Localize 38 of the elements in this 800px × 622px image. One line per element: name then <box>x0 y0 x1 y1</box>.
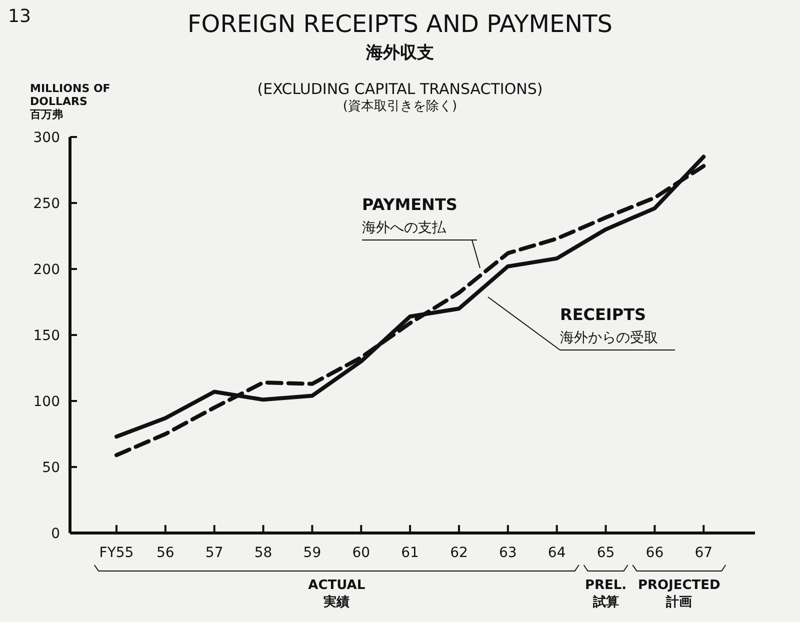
ylabel: DOLLARS <box>30 95 88 108</box>
annotation: 13 <box>8 6 31 27</box>
y-tick: 200 <box>33 262 60 278</box>
series-label: RECEIPTS <box>560 305 646 324</box>
x-tick: 56 <box>156 545 174 561</box>
series-label: 海外からの受取 <box>560 330 658 346</box>
subtitle: (EXCLUDING CAPITAL TRANSACTIONS) <box>257 80 543 98</box>
annotation: 計画 <box>666 595 692 610</box>
y-tick: 50 <box>42 460 60 476</box>
y-tick: 0 <box>51 526 60 542</box>
annotation: 試算 <box>592 595 619 610</box>
annotation: PROJECTED <box>638 578 720 593</box>
series-label: 海外への支払 <box>362 220 446 236</box>
x-tick: 65 <box>596 545 615 561</box>
subtitle: (資本取引きを除く) <box>342 99 458 114</box>
x-tick: 67 <box>694 545 713 561</box>
title: 海外収支 <box>366 43 434 63</box>
x-tick: 59 <box>303 545 322 561</box>
x-tick: 58 <box>254 545 272 561</box>
x-tick: 61 <box>401 545 419 561</box>
ylabel: MILLIONS OF <box>30 82 110 95</box>
x-tick: 64 <box>548 545 566 561</box>
x-tick: 57 <box>205 545 224 561</box>
annotation: 実績 <box>324 595 350 610</box>
annotation: ACTUAL <box>308 578 366 593</box>
y-tick: 100 <box>33 394 60 410</box>
x-tick: 66 <box>646 545 664 561</box>
y-tick: 300 <box>33 130 60 146</box>
x-tick: 60 <box>352 545 370 561</box>
title: FOREIGN RECEIPTS AND PAYMENTS <box>188 10 612 38</box>
x-tick: 62 <box>450 545 468 561</box>
x-tick: FY55 <box>99 545 134 561</box>
ylabel: 百万弗 <box>30 108 63 121</box>
y-tick: 150 <box>33 328 60 344</box>
series-label: PAYMENTS <box>362 195 458 214</box>
x-tick: 63 <box>499 545 517 561</box>
annotation: PREL. <box>584 578 627 593</box>
y-tick: 250 <box>33 196 60 212</box>
